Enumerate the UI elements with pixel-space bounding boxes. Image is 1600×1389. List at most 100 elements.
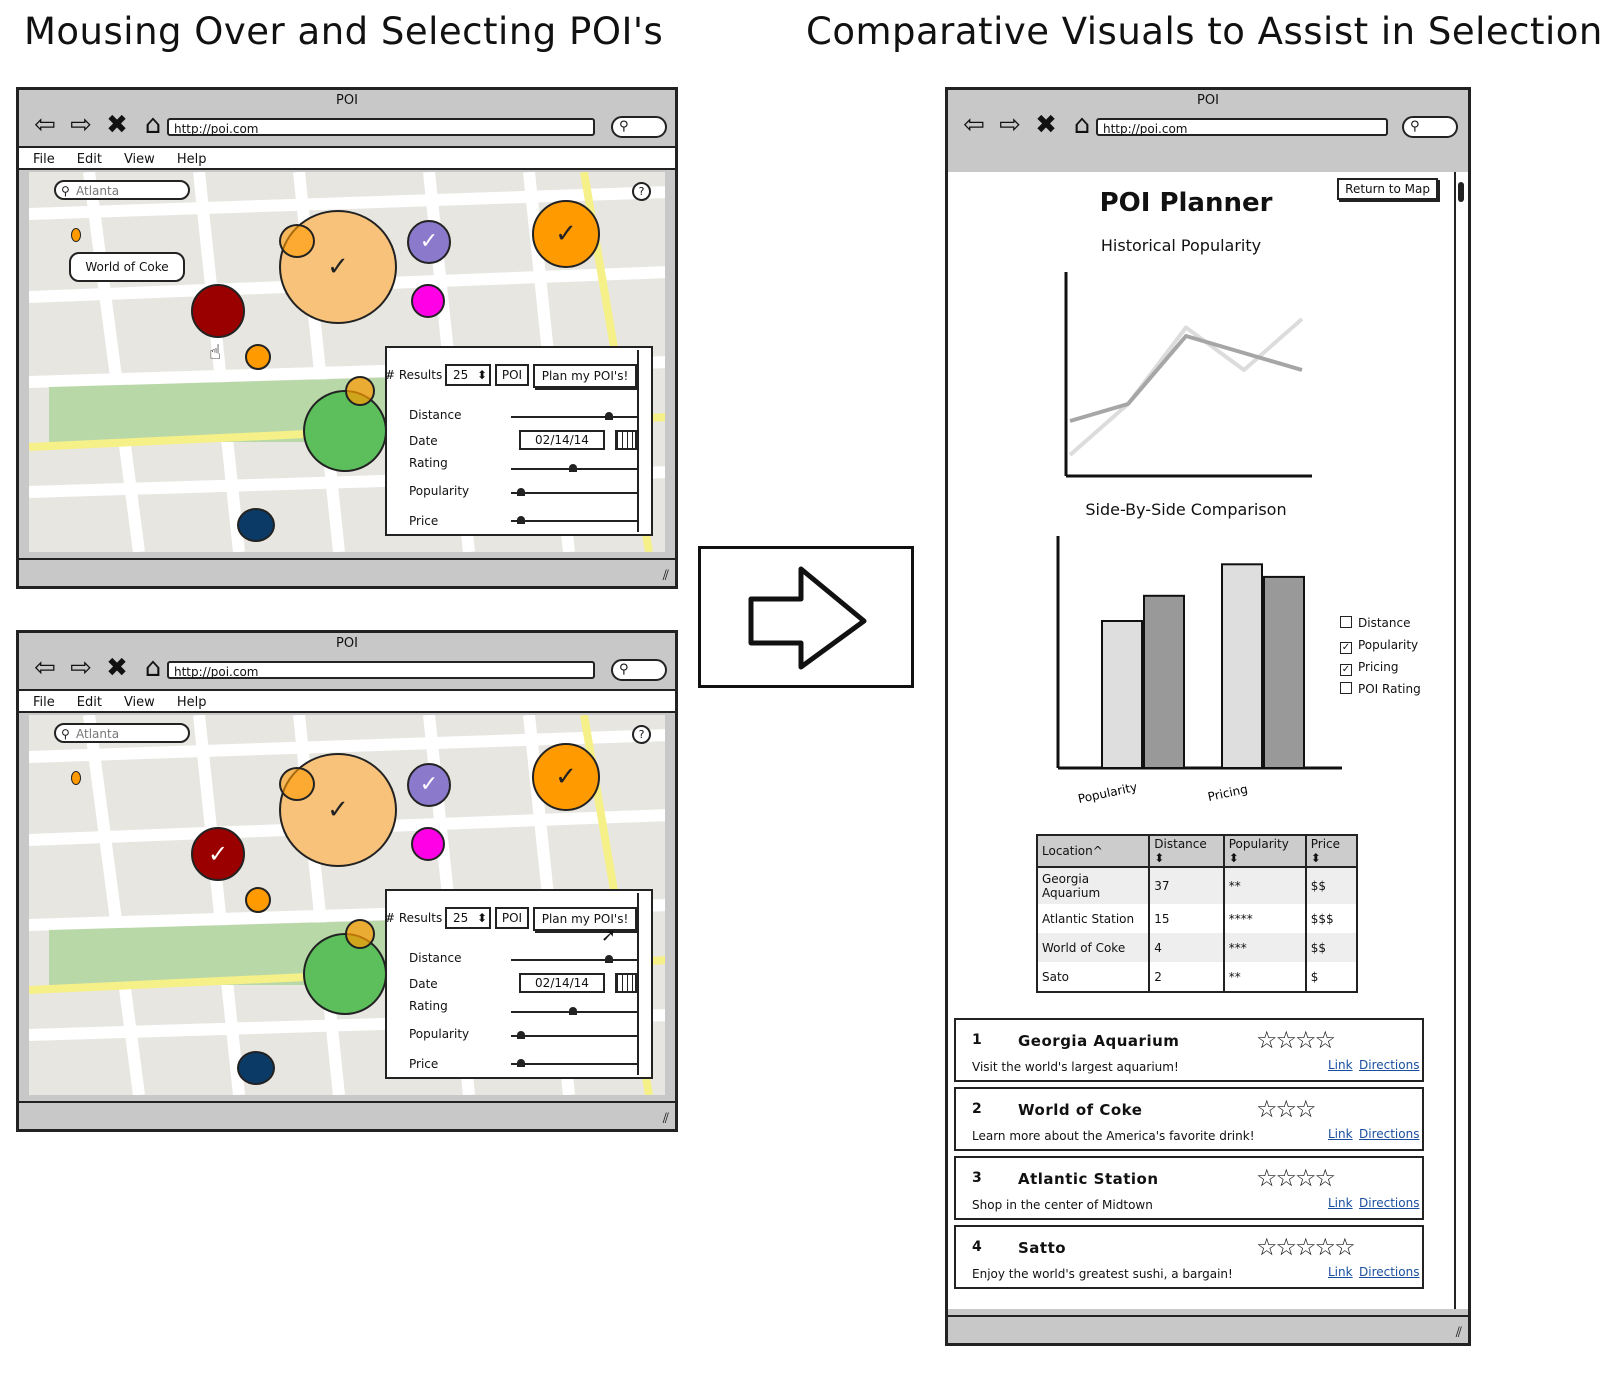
card-link[interactable]: Link	[1328, 1058, 1353, 1072]
slider-knob[interactable]	[569, 464, 577, 472]
help-icon[interactable]: ?	[632, 182, 651, 201]
checkbox-box[interactable]: ✓	[1340, 642, 1352, 654]
menu-file[interactable]: File	[33, 152, 55, 167]
menu-edit[interactable]: Edit	[76, 695, 102, 710]
column-header-price[interactable]: Price ⬍	[1304, 835, 1357, 868]
forward-arrow-icon[interactable]: ⇨	[70, 110, 92, 140]
forward-arrow-icon[interactable]: ⇨	[999, 110, 1021, 140]
popularity-slider[interactable]	[511, 1031, 639, 1039]
stepper-arrows-icon[interactable]: ⬍	[476, 911, 487, 925]
poi-marker-purple[interactable]: ✓	[407, 763, 451, 807]
results-stepper[interactable]: 25 ⬍	[445, 364, 491, 386]
rating-slider[interactable]	[511, 464, 639, 472]
checkbox-distance[interactable]: Distance	[1340, 616, 1410, 630]
distance-slider[interactable]	[511, 412, 639, 420]
checkbox-poi-rating[interactable]: POI Rating	[1340, 682, 1421, 696]
menu-help[interactable]: Help	[176, 152, 207, 167]
poi-card-1[interactable]: 1 Georgia Aquarium Visit the world's lar…	[954, 1018, 1424, 1082]
poi-marker-navy[interactable]	[237, 1051, 275, 1085]
resize-grip-icon[interactable]: ⫽	[662, 1111, 669, 1127]
page-scrollbar[interactable]	[1454, 172, 1468, 1309]
slider-knob[interactable]	[569, 1007, 577, 1015]
poi-marker-magenta[interactable]	[411, 284, 445, 318]
table-row[interactable]: Georgia Aquarium 37 ** $$	[1035, 867, 1357, 904]
calendar-icon[interactable]	[615, 430, 637, 450]
checkbox-popularity[interactable]: ✓ Popularity	[1340, 638, 1418, 654]
poi-marker-orange-small[interactable]	[245, 344, 271, 370]
date-input[interactable]: 02/14/14	[519, 973, 605, 993]
poi-marker-green-overlap[interactable]	[345, 376, 375, 406]
poi-type-select[interactable]: POI	[495, 907, 529, 929]
table-row[interactable]: Sato 2 ** $	[1035, 962, 1357, 992]
scroll-thumb[interactable]	[1458, 182, 1464, 202]
map-search-input[interactable]: ⚲ Atlanta	[54, 723, 190, 743]
map-area[interactable]: ⚲ Atlanta ? World of Coke ✓ ✓ ✓ ☝ # Resul…	[29, 172, 665, 552]
card-link[interactable]: Link	[1328, 1265, 1353, 1279]
menu-file[interactable]: File	[33, 695, 55, 710]
menu-view[interactable]: View	[123, 695, 155, 710]
poi-marker-navy[interactable]	[237, 508, 275, 542]
poi-marker-orange-selected[interactable]: ✓	[532, 200, 600, 268]
stop-x-icon[interactable]: ✖	[106, 653, 128, 683]
slider-knob[interactable]	[605, 412, 613, 420]
checkbox-box[interactable]	[1340, 682, 1352, 694]
popularity-slider[interactable]	[511, 488, 639, 496]
url-bar[interactable]: http://poi.com	[167, 661, 595, 679]
url-bar[interactable]: http://poi.com	[167, 118, 595, 136]
card-link[interactable]: Link	[1328, 1196, 1353, 1210]
column-header-popularity[interactable]: Popularity ⬍	[1222, 835, 1306, 868]
poi-marker-purple[interactable]: ✓	[407, 220, 451, 264]
poi-marker-orange-small[interactable]	[245, 887, 271, 913]
return-to-map-button[interactable]: Return to Map	[1337, 178, 1438, 200]
card-directions-link[interactable]: Directions	[1359, 1058, 1420, 1072]
card-link[interactable]: Link	[1328, 1127, 1353, 1141]
poi-marker-small[interactable]	[71, 228, 81, 242]
poi-marker-green[interactable]	[303, 933, 387, 1015]
poi-marker-green-overlap[interactable]	[345, 919, 375, 949]
slider-knob[interactable]	[517, 1031, 525, 1039]
results-stepper[interactable]: 25 ⬍	[445, 907, 491, 929]
calendar-icon[interactable]	[615, 973, 637, 993]
stop-x-icon[interactable]: ✖	[106, 110, 128, 140]
poi-marker-overlap[interactable]	[279, 224, 315, 258]
stop-x-icon[interactable]: ✖	[1035, 110, 1057, 140]
home-icon[interactable]: ⌂	[144, 653, 162, 683]
checkbox-pricing[interactable]: ✓ Pricing	[1340, 660, 1398, 676]
poi-marker-darkred-selected[interactable]: ✓	[191, 827, 245, 881]
panel-scrollbar[interactable]	[637, 893, 649, 1075]
poi-card-4[interactable]: 4 Satto Enjoy the world's greatest sushi…	[954, 1225, 1424, 1289]
menu-edit[interactable]: Edit	[76, 152, 102, 167]
poi-type-select[interactable]: POI	[495, 364, 529, 386]
slider-knob[interactable]	[605, 955, 613, 963]
poi-marker-magenta[interactable]	[411, 827, 445, 861]
plan-pois-button[interactable]: Plan my POI's!	[533, 364, 637, 388]
home-icon[interactable]: ⌂	[144, 110, 162, 140]
poi-card-3[interactable]: 3 Atlantic Station Shop in the center of…	[954, 1156, 1424, 1220]
date-input[interactable]: 02/14/14	[519, 430, 605, 450]
stepper-arrows-icon[interactable]: ⬍	[476, 368, 487, 382]
rating-slider[interactable]	[511, 1007, 639, 1015]
table-row[interactable]: World of Coke 4 *** $$	[1035, 933, 1357, 962]
column-header-location[interactable]: Location^	[1035, 835, 1150, 868]
help-icon[interactable]: ?	[632, 725, 651, 744]
slider-knob[interactable]	[517, 516, 525, 524]
card-directions-link[interactable]: Directions	[1359, 1265, 1420, 1279]
map-area[interactable]: ⚲ Atlanta ? ✓ ✓ ✓ ✓ # Results 25 ⬍ POI Pla…	[29, 715, 665, 1095]
url-bar[interactable]: http://poi.com	[1096, 118, 1388, 136]
plan-pois-button[interactable]: Plan my POI's!	[533, 907, 637, 931]
browser-search[interactable]: ⚲	[1402, 116, 1458, 138]
poi-marker-green[interactable]	[303, 390, 387, 472]
poi-marker-darkred-hover[interactable]	[191, 284, 245, 338]
slider-knob[interactable]	[517, 488, 525, 496]
home-icon[interactable]: ⌂	[1073, 110, 1091, 140]
browser-search[interactable]: ⚲	[611, 116, 667, 138]
card-directions-link[interactable]: Directions	[1359, 1127, 1420, 1141]
price-slider[interactable]	[511, 1059, 639, 1067]
card-directions-link[interactable]: Directions	[1359, 1196, 1420, 1210]
menu-help[interactable]: Help	[176, 695, 207, 710]
resize-grip-icon[interactable]: ⫽	[1455, 1325, 1462, 1341]
poi-marker-orange-selected[interactable]: ✓	[532, 743, 600, 811]
forward-arrow-icon[interactable]: ⇨	[70, 653, 92, 683]
back-arrow-icon[interactable]: ⇦	[963, 110, 985, 140]
menu-view[interactable]: View	[123, 152, 155, 167]
